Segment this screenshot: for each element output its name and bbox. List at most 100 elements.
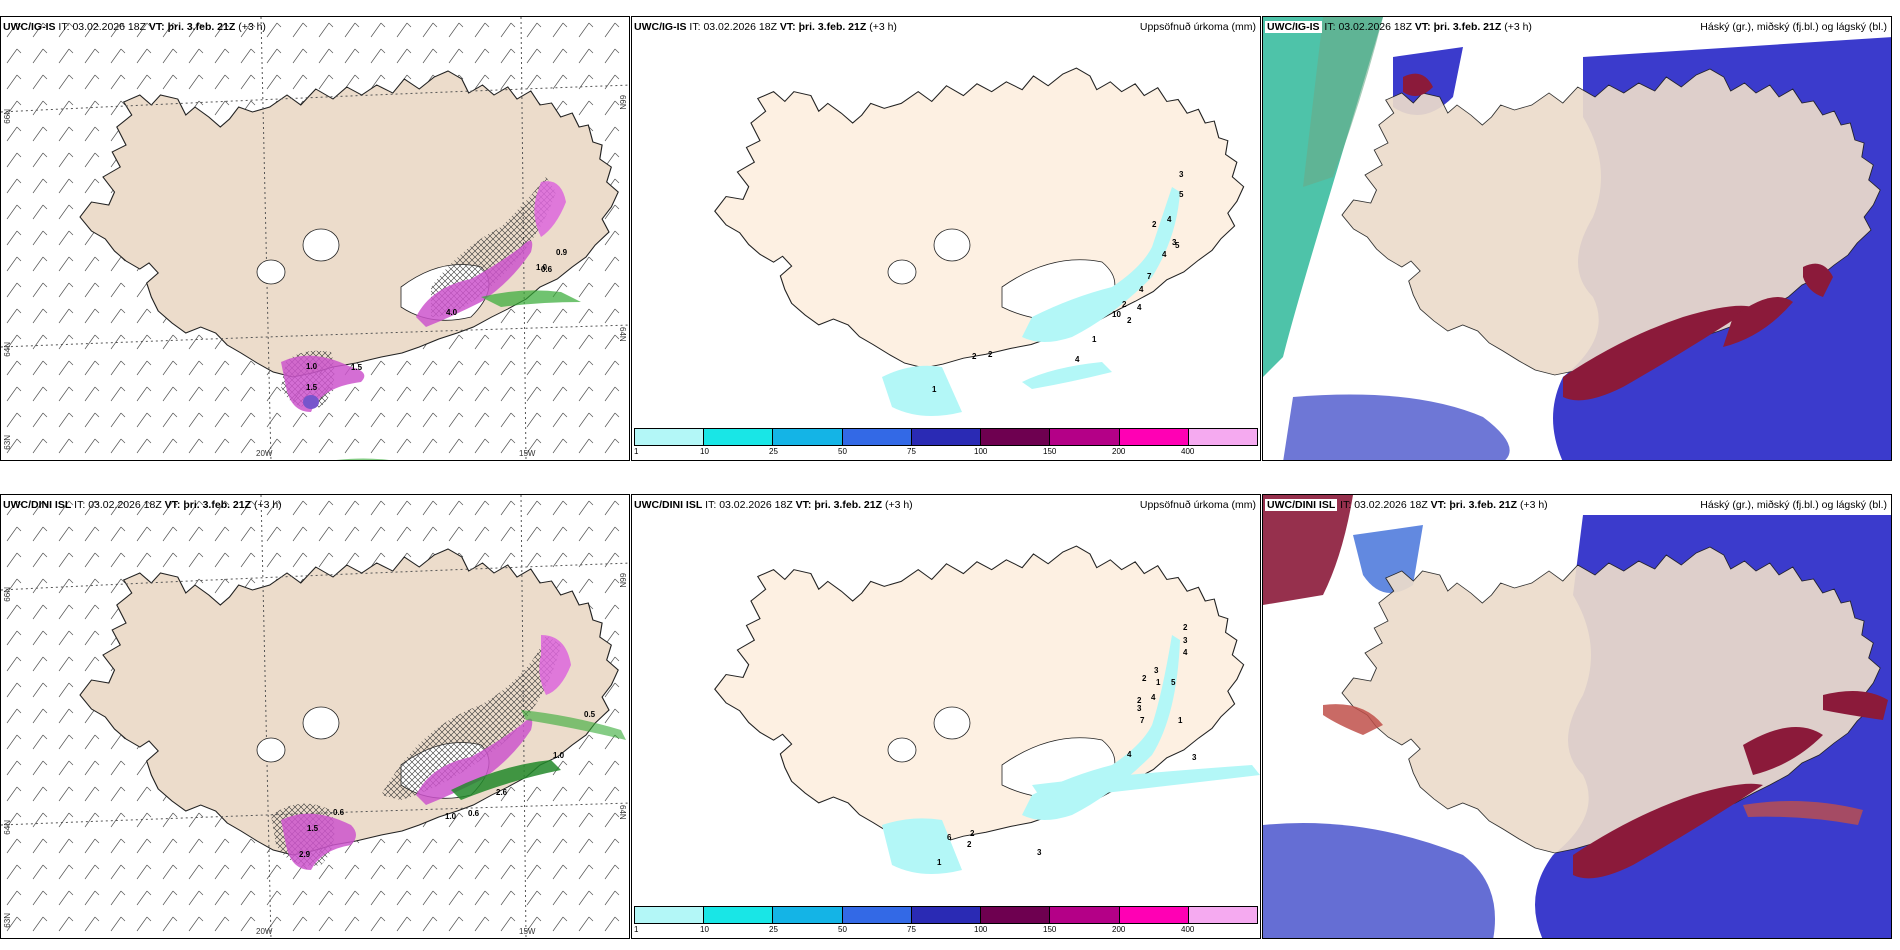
it-value: 03.02.2026 18Z <box>88 499 162 511</box>
colorbar-label: 150 <box>1043 925 1057 934</box>
precip-number: 1 <box>1156 678 1161 687</box>
precip-cyan-east <box>1022 187 1180 342</box>
wind-label: 0.6 <box>333 808 345 817</box>
colorbar-swatch <box>1188 907 1257 923</box>
lead-time: (+3 h) <box>869 21 897 33</box>
precip-number: 2 <box>1152 220 1157 229</box>
precip-number: 7 <box>1140 716 1145 725</box>
precip-number: 3 <box>1154 666 1159 675</box>
colorbar-labels: 1 10 25 50 75 100 150 200 400 <box>634 447 1258 458</box>
precip-number: 4 <box>1183 648 1188 657</box>
colorbar-swatch <box>773 429 843 445</box>
panel-header: UWC/DINI ISL IT: 03.02.2026 18Z VT: þri.… <box>3 499 282 511</box>
colorbar-label: 100 <box>974 925 988 934</box>
precip-cyan-sea <box>1022 362 1112 389</box>
map-precip-ig-is: 3 2 4 5 3 4 5 7 4 2 1 10 2 4 4 2 2 1 <box>714 67 1245 416</box>
panel-header: UWC/DINI ISL IT: 03.02.2026 18Z VT: þri.… <box>1265 499 1548 511</box>
precip-number: 1 <box>932 385 937 394</box>
cloud-title: Háský (gr.), miðský (fj.bl.) og lágský (… <box>1700 21 1887 33</box>
colorbar-label: 50 <box>838 925 847 934</box>
colorbar-swatch <box>842 429 912 445</box>
vt-value: þri. 3.feb. 21Z <box>798 21 867 33</box>
model-name: UWC/DINI ISL <box>634 499 703 511</box>
panel-header: UWC/IG-IS IT: 03.02.2026 18Z VT: þri. 3.… <box>3 21 266 33</box>
wind-label: 4.0 <box>446 308 458 317</box>
lat-label-66n-right: 66N <box>618 95 627 110</box>
wind-label: 1.0 <box>536 263 548 272</box>
colorbar-label: 25 <box>769 925 778 934</box>
precip-number: 1 <box>1092 335 1097 344</box>
colorbar-label: 200 <box>1112 925 1126 934</box>
glacier-hofsjokull <box>256 259 286 285</box>
precip-number: 5 <box>1171 678 1176 687</box>
lead-time: (+3 h) <box>884 499 913 511</box>
cloud-title: Háský (gr.), miðský (fj.bl.) og lágský (… <box>1700 499 1887 511</box>
precip-number: 4 <box>1167 215 1172 224</box>
wind-label: 0.6 <box>468 809 480 818</box>
colorbar-label: 100 <box>974 447 988 456</box>
glacier-hofsjokull <box>887 737 917 763</box>
panel-precip-ig-is: 3 2 4 5 3 4 5 7 4 2 1 10 2 4 4 2 2 1 UWC… <box>631 16 1261 461</box>
precip-number: 2 <box>1142 674 1147 683</box>
precip-magenta-south <box>281 355 365 412</box>
precip-number: 3 <box>1192 753 1197 762</box>
colorbar-label: 75 <box>907 447 916 456</box>
colorbar-label: 75 <box>907 925 916 934</box>
green-band-ne <box>521 710 626 740</box>
precip-number: 4 <box>1127 750 1132 759</box>
panel-cloud-ig-is: UWC/IG-IS IT: 03.02.2026 18Z VT: þri. 3.… <box>1262 16 1892 461</box>
precip-number: 2 <box>988 350 993 359</box>
precip-number: 2 <box>1127 316 1132 325</box>
precip-magenta-northeast <box>539 635 571 695</box>
lat-label-64n-right: 64N <box>618 327 627 342</box>
cloud-low-red-west <box>1323 704 1383 735</box>
precip-cyan-sea <box>1032 765 1260 800</box>
cloud-mid-blue-sw <box>1283 394 1510 460</box>
colorbar-label: 50 <box>838 447 847 456</box>
precip-magenta-east <box>416 240 533 327</box>
colorbar-swatch <box>842 907 912 923</box>
wind-label: 0.6 <box>541 265 553 274</box>
lon-label-15w: 15W <box>519 449 536 458</box>
precip-title: Uppsöfnuð úrkoma (mm) <box>1139 21 1256 33</box>
lat-label-64n-left: 64N <box>3 342 12 357</box>
lon-label-15w: 15W <box>519 927 536 936</box>
gridline-64n <box>1 324 629 348</box>
glacier-hofsjokull <box>256 737 286 763</box>
precip-number: 3 <box>1179 170 1184 179</box>
gridline-66n <box>1 84 629 113</box>
colorbar-label: 10 <box>700 447 709 456</box>
colorbar-swatch <box>911 429 982 445</box>
colorbar <box>634 428 1258 446</box>
wind-label: 0.5 <box>584 710 596 719</box>
cloud-low-red-nw <box>1263 495 1353 605</box>
precip-magenta-east <box>416 718 533 805</box>
precip-number: 7 <box>1147 272 1152 281</box>
cloud-low-red-ne <box>1823 691 1888 720</box>
it-label: IT: <box>705 499 717 511</box>
precip-number: 4 <box>1137 303 1142 312</box>
vt-value: þri. 3.feb. 21Z <box>814 499 883 511</box>
panel-precip-dini: 2 3 4 2 3 1 5 2 4 3 7 4 1 3 6 2 2 1 3 UW… <box>631 494 1261 939</box>
precip-cyan-south <box>882 365 962 416</box>
vt-label: VT: <box>795 499 812 511</box>
colorbar-swatch <box>773 907 843 923</box>
cloud-low-red-east <box>1723 297 1793 347</box>
colorbar-label: 1 <box>634 925 639 934</box>
cloud-low-red-ne <box>1803 263 1833 297</box>
vt-value: þri. 3.feb. 21Z <box>1449 499 1518 511</box>
panel-cloud-dini: UWC/DINI ISL IT: 03.02.2026 18Z VT: þri.… <box>1262 494 1892 939</box>
cloud-low-red <box>1573 783 1763 879</box>
lead-time: (+3 h) <box>238 21 266 33</box>
it-label: IT: <box>689 21 701 33</box>
it-value: 03.02.2026 18Z <box>1338 21 1412 33</box>
precip-number: 3 <box>1037 848 1042 857</box>
precip-magenta-south <box>281 813 356 870</box>
precip-number: 3 <box>1137 704 1142 713</box>
precip-number: 4 <box>1162 250 1167 259</box>
lead-time: (+3 h) <box>1504 21 1532 33</box>
lat-label-66n-left: 66N <box>3 587 12 602</box>
lead-time: (+3 h) <box>1519 499 1548 511</box>
green-band-east <box>481 290 581 307</box>
precip-number: 4 <box>1151 693 1156 702</box>
